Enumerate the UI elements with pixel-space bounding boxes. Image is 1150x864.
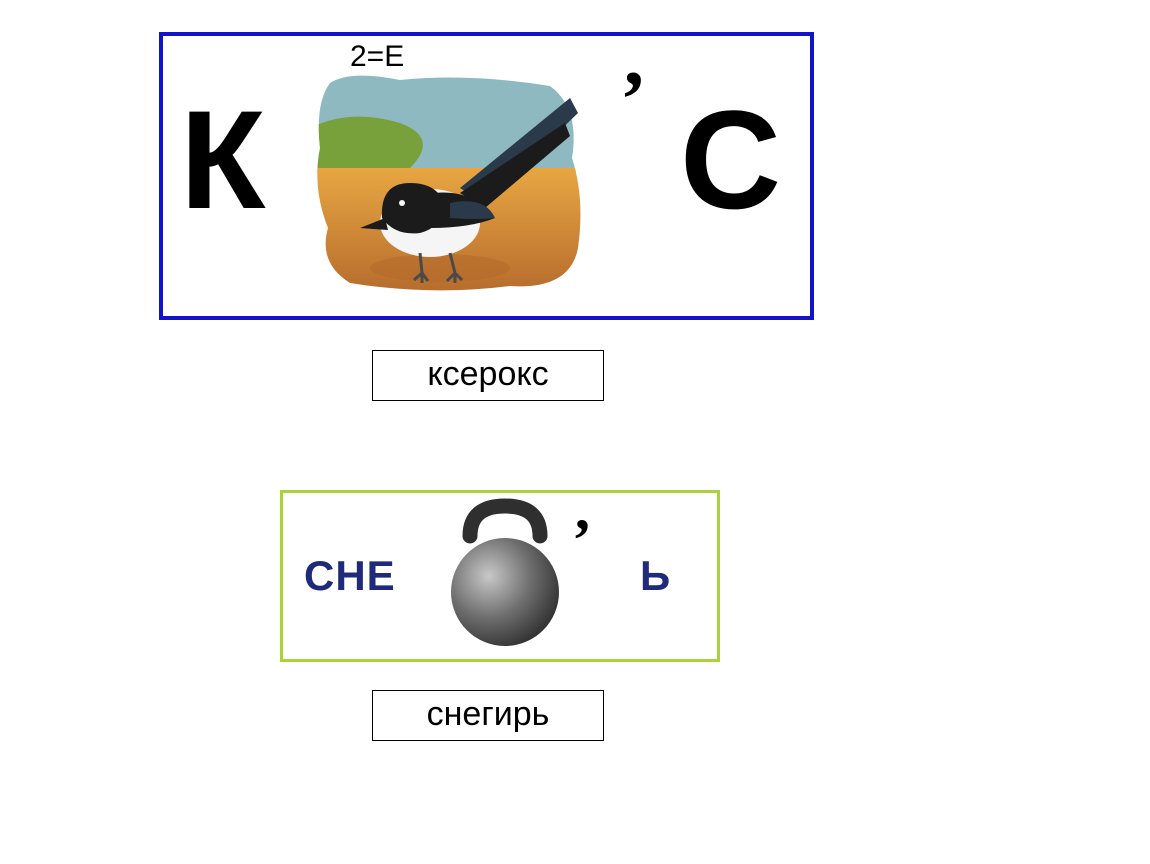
rebus2-comma: ’: [572, 510, 592, 570]
rebus1-comma: ’: [620, 60, 647, 140]
rebus1-letter-left: К: [180, 90, 265, 230]
answer1-box: ксерокс: [372, 350, 604, 401]
rebus1-hint: 2=Е: [350, 40, 404, 74]
rebus2-text-right: Ь: [640, 552, 670, 600]
magpie-painting: [310, 68, 585, 298]
kettlebell-icon: [440, 494, 570, 654]
rebus2-text-left: СНЕ: [304, 552, 396, 600]
answer2-box: снегирь: [372, 690, 604, 741]
rebus1-letter-right: С: [680, 90, 781, 230]
